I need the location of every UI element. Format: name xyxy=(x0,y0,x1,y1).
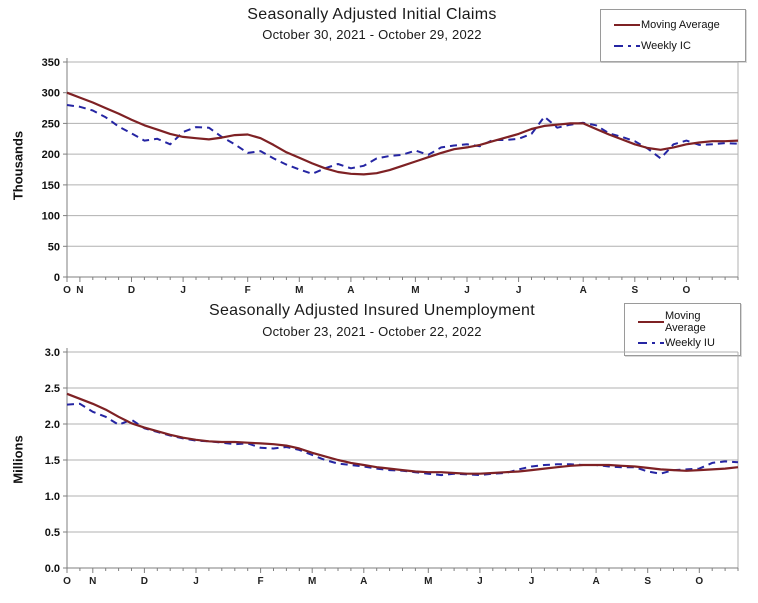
moving-average-series-line xyxy=(66,91,739,176)
chart-title: Seasonally Adjusted Insured Unemployment xyxy=(209,302,535,319)
x-tick-label: A xyxy=(347,285,354,296)
y-tick-label: 0.5 xyxy=(45,527,60,539)
y-tick-label: 50 xyxy=(48,241,60,253)
x-tick-label: O xyxy=(695,576,703,587)
legend-label-weekly-iu: Weekly IU xyxy=(665,337,715,350)
x-tick-label: F xyxy=(245,285,251,296)
axes xyxy=(66,348,738,569)
x-tick-label: J xyxy=(464,285,470,296)
x-tick-label: N xyxy=(89,576,96,587)
x-tick-label: N xyxy=(76,285,83,296)
x-tick-label: M xyxy=(424,576,432,587)
x-tick-label: J xyxy=(193,576,199,587)
chart-subtitle: October 30, 2021 - October 29, 2022 xyxy=(262,27,482,42)
legend-item-moving-average: Moving Average xyxy=(637,310,736,334)
y-tick-label: 2.0 xyxy=(45,419,60,431)
legend-label-moving-average: Moving Average xyxy=(641,18,720,31)
x-tick-label: S xyxy=(644,576,651,587)
chart-title: Seasonally Adjusted Initial Claims xyxy=(247,6,497,23)
x-tick-label: J xyxy=(529,576,535,587)
x-tick-label: M xyxy=(308,576,316,587)
x-tick-label: M xyxy=(411,285,419,296)
y-tick-label: 2.5 xyxy=(45,383,60,395)
legend-item-weekly-iu: Weekly IU xyxy=(637,337,736,349)
y-tick-label: 200 xyxy=(42,149,60,161)
x-tick-label: M xyxy=(295,285,303,296)
x-tick-label: A xyxy=(592,576,599,587)
legend-label-moving-average: Moving Average xyxy=(665,309,706,334)
y-axis-ticks: 0.0 0.5 1.0 1.5 2.0 2.5 3.0 xyxy=(45,347,67,575)
y-tick-label: 1.5 xyxy=(45,455,60,467)
legend: Moving Average Weekly IU xyxy=(624,303,741,356)
weekly-dashed-line-icon xyxy=(638,342,664,345)
y-tick-label: 0.0 xyxy=(45,563,60,575)
weekly-series-line xyxy=(66,104,739,175)
x-tick-label: J xyxy=(477,576,483,587)
y-tick-label: 1.0 xyxy=(45,491,60,503)
x-tick-label: F xyxy=(258,576,264,587)
axes xyxy=(66,58,738,278)
y-tick-label: 350 xyxy=(42,57,60,69)
x-tick-label: S xyxy=(631,285,638,296)
x-tick-label: D xyxy=(141,576,148,587)
insured-unemployment-plot: 0.0 0.5 1.0 1.5 2.0 2.5 3.0 O N D J F M A M J J A S O xyxy=(45,347,739,587)
gridlines xyxy=(67,351,739,568)
x-tick-label: A xyxy=(360,576,367,587)
y-tick-label: 0 xyxy=(54,272,60,284)
y-axis-ticks: 0 50 100 150 200 250 300 350 xyxy=(42,57,67,284)
x-tick-label: J xyxy=(516,285,522,296)
moving-average-line-icon xyxy=(638,320,664,323)
moving-average-series-line xyxy=(66,392,739,475)
y-tick-label: 300 xyxy=(42,88,60,100)
weekly-dashed-line-icon xyxy=(614,45,640,48)
y-tick-label: 100 xyxy=(42,211,60,223)
weekly-series-line xyxy=(66,402,739,477)
gridlines xyxy=(67,61,739,277)
legend: Moving Average Weekly IC xyxy=(600,9,746,62)
x-tick-label: J xyxy=(180,285,186,296)
chart-subtitle: October 23, 2021 - October 22, 2022 xyxy=(262,324,482,339)
y-tick-label: 150 xyxy=(42,180,60,192)
x-tick-label: A xyxy=(580,285,587,296)
legend-item-weekly-ic: Weekly IC xyxy=(613,40,741,52)
x-tick-label: O xyxy=(683,285,691,296)
moving-average-line-icon xyxy=(614,23,640,26)
y-tick-label: 250 xyxy=(42,118,60,130)
legend-item-moving-average: Moving Average xyxy=(613,19,741,31)
y-tick-label: 3.0 xyxy=(45,347,60,359)
x-tick-label: O xyxy=(63,576,71,587)
legend-label-weekly-ic: Weekly IC xyxy=(641,40,691,53)
x-tick-label: O xyxy=(63,285,71,296)
x-tick-label: D xyxy=(128,285,135,296)
